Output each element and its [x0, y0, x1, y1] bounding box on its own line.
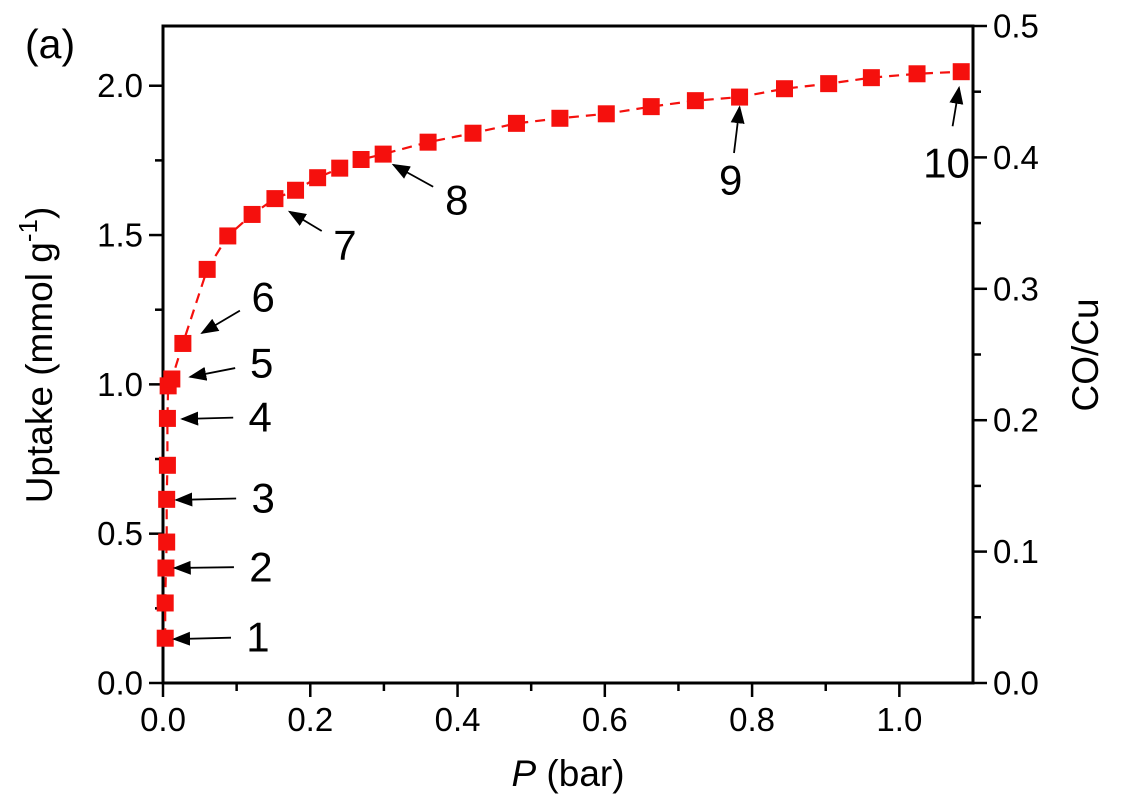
annotation-label: 9 [719, 156, 742, 203]
data-point-marker [862, 69, 880, 87]
data-point-marker [775, 80, 793, 98]
series-line [164, 70, 962, 639]
data-point-marker [551, 109, 569, 127]
data-point-marker [419, 133, 437, 151]
x-tick-label: 0.8 [729, 701, 775, 738]
annotation-label: 3 [251, 474, 274, 521]
data-point-marker [820, 75, 838, 93]
y-right-axis-title: CO/Cu [1065, 298, 1106, 411]
data-point-marker [158, 409, 176, 427]
annotation-label: 1 [246, 614, 269, 661]
data-point-marker [198, 260, 216, 278]
y-left-tick-label: 0.5 [97, 515, 143, 552]
y-left-tick-label: 2.0 [97, 67, 143, 104]
data-point-marker [156, 629, 174, 647]
y-left-tick-label: 0.0 [97, 665, 143, 702]
y-right-tick-label: 0.5 [993, 8, 1039, 45]
y-right-tick-label: 0.0 [993, 665, 1039, 702]
annotation-label: 10 [923, 139, 970, 186]
annotation-arrow [949, 85, 964, 127]
x-tick-label: 0.2 [287, 701, 333, 738]
data-point-marker [156, 594, 174, 612]
x-tick-label: 1.0 [876, 701, 922, 738]
y-left-tick-label: 1.5 [97, 217, 143, 254]
y-left-axis-title: Uptake (mmol g-1) [13, 207, 60, 504]
data-point-marker [352, 150, 370, 168]
annotation-arrow [174, 492, 237, 507]
data-point-marker [309, 169, 327, 187]
annotation-arrow [200, 309, 241, 335]
annotation-arrow [172, 560, 234, 575]
y-right-tick-label: 0.1 [993, 533, 1039, 570]
data-point-marker [163, 370, 181, 388]
annotation-label: 8 [445, 176, 468, 223]
data-point-marker [686, 92, 704, 110]
data-point-marker [158, 456, 176, 474]
data-point-marker [464, 124, 482, 142]
annotation-arrow [172, 631, 232, 646]
data-point-marker [731, 88, 749, 106]
panel-label: (a) [25, 21, 75, 67]
axes-layer: 0.0 0.2 0.4 0.6 0.8 1.0 0.0 0.5 1.0 1.5 2.0 0.0 0.1 0… [97, 8, 1039, 739]
data-point-marker [287, 181, 305, 199]
data-point-marker [952, 63, 970, 81]
annotations-layer: 1 2 3 4 5 6 7 8 9 10 [172, 85, 970, 661]
y-left-tick-label: 1.0 [97, 366, 143, 403]
x-tick-label: 0.6 [582, 701, 628, 738]
annotation-arrow [180, 411, 234, 426]
y-right-tick-label: 0.3 [993, 270, 1039, 307]
y-right-tick-label: 0.4 [993, 139, 1039, 176]
data-point-marker [266, 190, 284, 208]
series-layer [156, 63, 970, 647]
data-point-marker [507, 114, 525, 132]
data-point-marker [174, 334, 192, 352]
annotation-label: 2 [249, 543, 272, 590]
data-point-marker [157, 559, 175, 577]
data-point-marker [597, 105, 615, 123]
annotation-arrow [730, 105, 745, 154]
x-tick-label: 0.0 [140, 701, 186, 738]
data-point-marker [642, 98, 660, 116]
annotation-arrow [188, 366, 236, 381]
annotation-arrow [391, 163, 434, 188]
data-point-marker [243, 205, 261, 223]
annotation-label: 5 [250, 339, 273, 386]
annotation-label: 7 [333, 221, 356, 268]
data-point-marker [331, 159, 349, 177]
data-point-marker [158, 490, 176, 508]
annotation-arrow [287, 210, 323, 232]
data-point-marker [908, 65, 926, 83]
x-axis-title: P (bar) [511, 753, 624, 794]
annotation-label: 6 [251, 273, 274, 320]
x-tick-label: 0.4 [435, 701, 481, 738]
annotation-label: 4 [249, 393, 272, 440]
data-point-marker [219, 227, 237, 245]
y-right-tick-label: 0.2 [993, 402, 1039, 439]
data-point-marker [158, 533, 176, 551]
data-point-marker [374, 145, 392, 163]
